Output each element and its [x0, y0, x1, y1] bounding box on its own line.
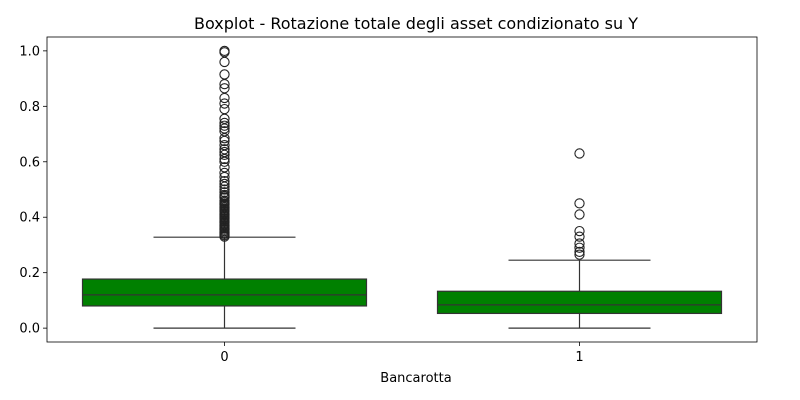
outlier-point [574, 242, 585, 253]
box-iqr [436, 290, 723, 315]
outlier-point [219, 45, 230, 57]
x-axis-label: Bancarotta [380, 371, 451, 386]
outlier-point [219, 184, 230, 195]
box-group-1 [436, 148, 723, 329]
y-tick-label: 0.4 [19, 211, 40, 226]
outlier-point [219, 139, 230, 151]
outlier-point [219, 176, 230, 187]
box-iqr [81, 278, 368, 307]
outlier-point [219, 56, 230, 68]
outlier-point [219, 69, 230, 80]
outlier-point [219, 92, 230, 104]
y-tick-label: 0.8 [19, 100, 40, 115]
plot-area: 0.0 0.2 0.4 0.6 0.8 1.0 0 1 [19, 44, 723, 365]
y-tick-label: 1.0 [19, 44, 40, 59]
x-tick-label: 0 [220, 350, 228, 365]
outlier-point [219, 178, 230, 190]
outlier-point [219, 103, 230, 115]
outlier-point [219, 98, 230, 109]
outlier-point [574, 198, 585, 209]
outlier-point [574, 231, 585, 242]
outlier-point [219, 167, 230, 179]
outlier-point [219, 144, 230, 155]
box-group-0 [81, 45, 368, 329]
outlier-point [219, 146, 230, 158]
outlier-point [574, 148, 585, 159]
outlier-point [574, 225, 585, 237]
y-tick-label: 0.6 [19, 155, 40, 170]
outlier-point [219, 195, 230, 206]
chart-title: Boxplot - Rotazione totale degli asset c… [194, 14, 638, 33]
outlier-point [219, 189, 230, 201]
outlier-point [219, 83, 230, 94]
outlier-point [574, 249, 585, 260]
x-tick-label: 1 [575, 350, 583, 365]
outlier-point [219, 162, 230, 173]
outlier-point [219, 120, 230, 131]
y-tick-label: 0.0 [19, 322, 40, 337]
outlier-point [574, 238, 585, 249]
outlier-point [574, 209, 585, 220]
outlier-point [219, 117, 230, 129]
outlier-point [219, 126, 230, 137]
axes-frame [46, 36, 758, 343]
y-tick-label: 0.2 [19, 266, 40, 281]
outlier-point [219, 187, 230, 198]
outlier-point [574, 246, 585, 258]
